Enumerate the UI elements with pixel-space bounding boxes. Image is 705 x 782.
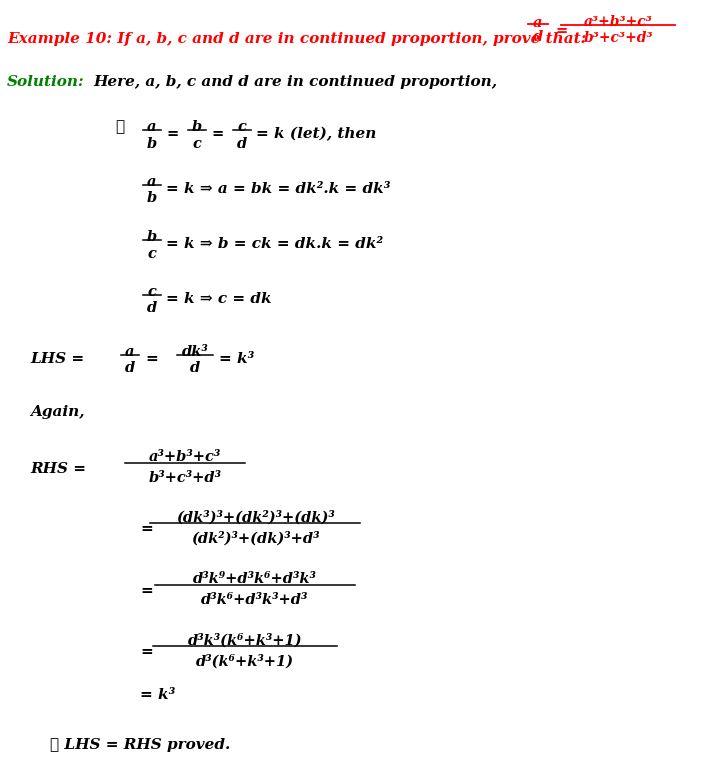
Text: a³+b³+c³: a³+b³+c³ [584,15,652,29]
Text: =: = [140,645,153,659]
Text: b³+c³+d³: b³+c³+d³ [583,31,653,45]
Text: =: = [555,24,568,38]
Text: Example 10: If a, b, c and d are in continued proportion, prove that:: Example 10: If a, b, c and d are in cont… [7,32,587,46]
Text: =: = [211,127,223,141]
Text: d³k⁶+d³k³+d³: d³k⁶+d³k³+d³ [202,594,309,608]
Text: = k³: = k³ [219,352,255,366]
Text: =: = [140,522,153,536]
Text: b³+c³+d³: b³+c³+d³ [149,472,221,486]
Text: d: d [533,30,543,44]
Text: c: c [147,285,157,299]
Text: a: a [147,175,157,189]
Text: d: d [125,361,135,375]
Text: Here, a, b, c and d are in continued proportion,: Here, a, b, c and d are in continued pro… [93,75,497,89]
Text: (dk³)³+(dk²)³+(dk)³: (dk³)³+(dk²)³+(dk)³ [176,510,334,525]
Text: d: d [147,302,157,315]
Text: = k ⇒ b = ck = dk.k = dk²: = k ⇒ b = ck = dk.k = dk² [166,237,383,251]
Text: d³k⁹+d³k⁶+d³k³: d³k⁹+d³k⁶+d³k³ [193,572,317,586]
Text: dk³: dk³ [182,345,209,359]
Text: c: c [147,246,157,260]
Text: = k ⇒ c = dk: = k ⇒ c = dk [166,292,271,306]
Text: = k³: = k³ [140,688,176,702]
Text: ∴: ∴ [115,120,124,134]
Text: Again,: Again, [30,405,85,419]
Text: a: a [147,120,157,134]
Text: =: = [140,584,153,598]
Text: = k (let), then: = k (let), then [256,127,376,142]
Text: a³+b³+c³: a³+b³+c³ [149,450,221,464]
Text: b: b [147,137,157,150]
Text: d³k³(k⁶+k³+1): d³k³(k⁶+k³+1) [188,633,302,647]
Text: =: = [166,127,178,141]
Text: d: d [190,361,200,375]
Text: ∴ LHS = RHS proved.: ∴ LHS = RHS proved. [50,738,231,752]
Text: b: b [147,192,157,206]
Text: =: = [145,352,158,366]
Text: a: a [125,345,135,359]
Text: = k ⇒ a = bk = dk².k = dk³: = k ⇒ a = bk = dk².k = dk³ [166,182,391,196]
Text: a: a [533,16,543,30]
Text: Solution:: Solution: [7,75,85,89]
Text: b: b [192,120,202,134]
Text: d: d [237,137,247,150]
Text: (dk²)³+(dk)³+d³: (dk²)³+(dk)³+d³ [191,532,319,546]
Text: c: c [238,120,247,134]
Text: c: c [192,137,202,150]
Text: LHS =: LHS = [30,352,84,366]
Text: RHS =: RHS = [30,462,86,476]
Text: d³(k⁶+k³+1): d³(k⁶+k³+1) [196,655,294,669]
Text: b: b [147,230,157,244]
